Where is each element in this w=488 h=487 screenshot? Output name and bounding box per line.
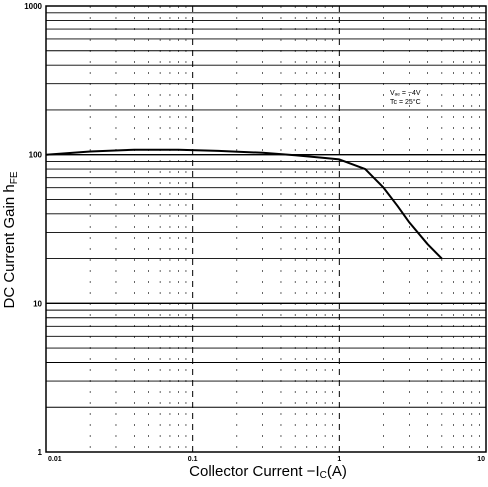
x-axis-label-tail: (A) xyxy=(327,463,347,480)
x-tick-label: 0.01 xyxy=(48,456,62,463)
x-axis-label: Collector Current −IC(A) xyxy=(189,463,347,481)
x-tick-label: 1 xyxy=(337,456,341,463)
y-axis-label-main: DC Current Gain h xyxy=(1,184,18,308)
y-tick-label: 1000 xyxy=(24,2,42,11)
plot-frame xyxy=(45,5,487,453)
x-tick-label: 10 xyxy=(477,456,485,463)
x-axis-label-main: Collector Current −I xyxy=(189,463,319,480)
x-axis-label-sub: C xyxy=(320,470,327,481)
y-tick-label: 10 xyxy=(33,299,42,308)
annotation-vce: Vₐₑ = −4V xyxy=(390,90,421,97)
series-layer xyxy=(45,148,443,260)
y-axis-label: DC Current Gain hFE xyxy=(1,171,20,308)
y-tick-label: 1 xyxy=(38,448,43,457)
y-axis-label-sub: FE xyxy=(9,171,20,184)
x-tick-labels: 0.01 0.1 1 10 xyxy=(48,456,485,463)
grid-layer xyxy=(46,6,486,452)
y-tick-labels: 1 10 100 1000 xyxy=(24,2,42,457)
annotation-tc: Tc = 25°C xyxy=(390,98,421,106)
series-line-hfe xyxy=(45,148,443,260)
y-tick-label: 100 xyxy=(29,151,43,160)
x-tick-label: 0.1 xyxy=(188,456,198,463)
